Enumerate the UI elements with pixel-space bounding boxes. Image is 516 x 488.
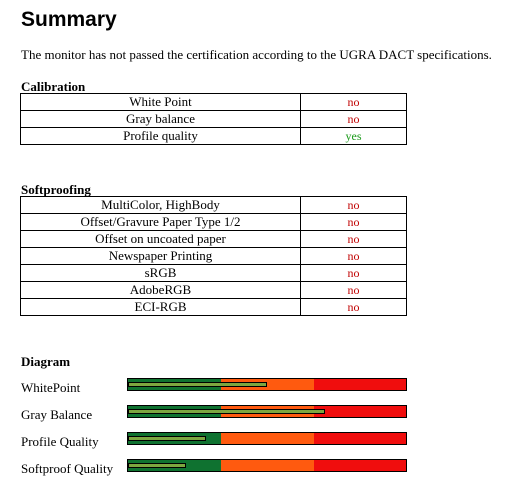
quality-bar [127, 432, 407, 445]
level-indicator [128, 382, 267, 387]
test-result: no [300, 93, 407, 111]
test-result: no [300, 264, 407, 282]
test-name: White Point [20, 93, 301, 111]
level-indicator [128, 409, 325, 414]
test-result: no [300, 110, 407, 128]
calibration-table: White Point no Gray balance no Profile quali… [20, 93, 407, 145]
test-result: no [300, 230, 407, 248]
table-row: ECI-RGB no [20, 298, 407, 316]
table-row: sRGB no [20, 264, 407, 282]
diagram-label: Profile Quality [21, 434, 99, 449]
diagram-label: WhitePoint [21, 380, 81, 395]
test-name: Newspaper Printing [20, 247, 301, 265]
table-row: Offset/Gravure Paper Type 1/2 no [20, 213, 407, 231]
softproofing-table: MultiColor, HighBody no Offset/Gravure Pap… [20, 196, 407, 316]
bad-zone [314, 406, 406, 417]
table-row: Gray balance no [20, 110, 407, 128]
bad-zone [314, 433, 406, 444]
test-name: Offset on uncoated paper [20, 230, 301, 248]
medium-zone [221, 460, 315, 471]
bad-zone [314, 379, 406, 390]
test-name: sRGB [20, 264, 301, 282]
diagram-heading: Diagram [21, 354, 71, 369]
test-name: Offset/Gravure Paper Type 1/2 [20, 213, 301, 231]
level-indicator [128, 463, 186, 468]
test-result: no [300, 281, 407, 299]
softproofing-heading: Softproofing [21, 182, 91, 197]
quality-bar [127, 459, 407, 472]
table-row: White Point no [20, 93, 407, 111]
diagram-label: Softproof Quality [21, 461, 114, 476]
table-row: Offset on uncoated paper no [20, 230, 407, 248]
table-row: AdobeRGB no [20, 281, 407, 299]
medium-zone [221, 433, 315, 444]
quality-bar [127, 378, 407, 391]
table-row: MultiColor, HighBody no [20, 196, 407, 214]
test-result: no [300, 196, 407, 214]
calibration-heading: Calibration [21, 79, 86, 94]
test-result: no [300, 247, 407, 265]
page-title: Summary [21, 8, 117, 31]
test-result: no [300, 298, 407, 316]
diagram-label: Gray Balance [21, 407, 93, 422]
certification-statement: The monitor has not passed the certifica… [21, 47, 492, 62]
table-row: Profile quality yes [20, 127, 407, 145]
level-indicator [128, 436, 206, 441]
test-name: MultiColor, HighBody [20, 196, 301, 214]
test-name: Profile quality [20, 127, 301, 145]
test-result: no [300, 213, 407, 231]
test-result: yes [300, 127, 407, 145]
test-name: AdobeRGB [20, 281, 301, 299]
quality-bar [127, 405, 407, 418]
test-name: ECI-RGB [20, 298, 301, 316]
table-row: Newspaper Printing no [20, 247, 407, 265]
test-name: Gray balance [20, 110, 301, 128]
bad-zone [314, 460, 406, 471]
